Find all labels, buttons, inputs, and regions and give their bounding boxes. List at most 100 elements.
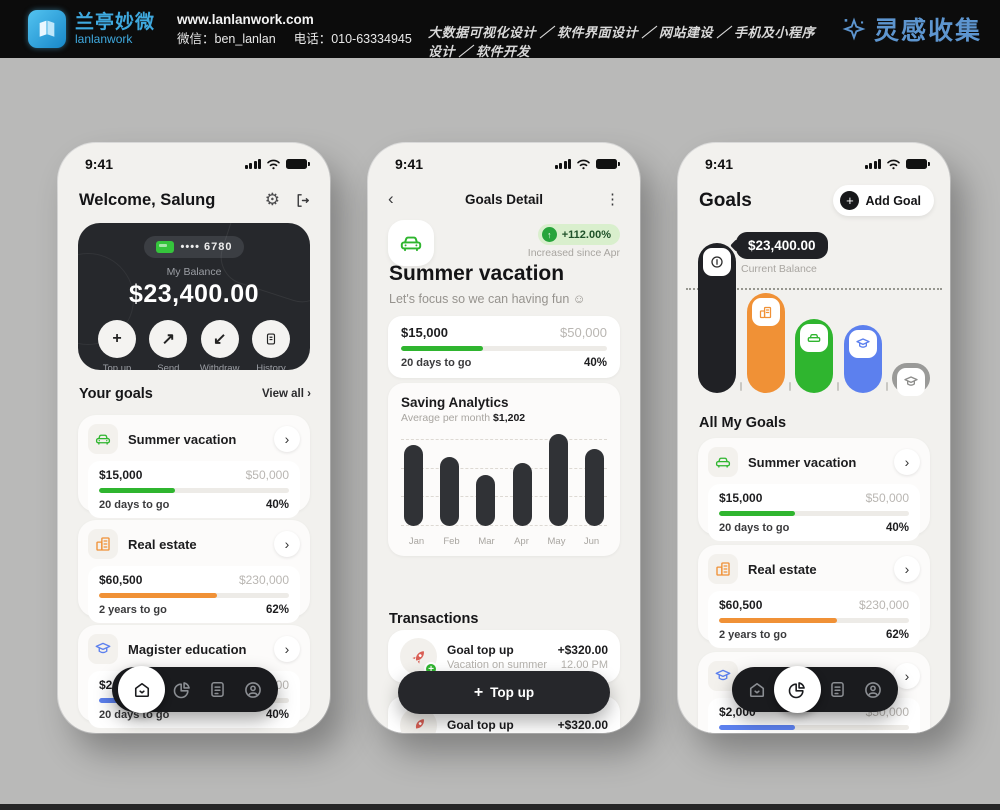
website-url[interactable]: www.lanlanwork.com [177,11,314,27]
progress-bar [719,618,909,623]
goal-card-real-estate[interactable]: Real estate › $60,500 $230,000 2 years to… [698,545,930,648]
transaction-title: Goal top up [447,642,514,657]
logout-icon[interactable] [294,192,311,209]
progress-bar [99,488,289,493]
goal-card-summer-vacation[interactable]: Summer vacation › $15,000 $50,000 20 days… [78,415,310,518]
receipt-icon [251,320,290,358]
car-icon [88,424,118,454]
goal-target-amount: $50,000 [560,325,607,340]
chevron-right-icon[interactable]: › [274,531,300,557]
top-up-button[interactable]: + Top up [398,671,610,714]
transaction-time: 12.00 PM [560,658,608,671]
bottom-nav [732,666,898,713]
goal-percent: 40% [265,709,289,721]
top-banner: 兰亭妙微 lanlanwork www.lanlanwork.com 微信：be… [0,0,1000,59]
bar-summer-vacation[interactable] [795,319,833,393]
chevron-right-icon[interactable]: › [894,556,920,582]
goal-name: Real estate [748,561,817,577]
chevron-right-icon[interactable]: › [274,636,300,662]
goal-saved-amount: $15,000 [401,325,448,340]
chevron-right-icon[interactable]: › [274,426,300,452]
progress-bar [719,725,909,730]
goal-progress-panel: $60,500 $230,000 2 years to go 62% [708,591,920,648]
bar-magister-education[interactable] [843,325,882,393]
plus-icon: + [98,320,136,358]
chevron-right-icon[interactable]: › [894,449,920,475]
status-bar: 9:41 [395,156,620,172]
building-icon [751,298,780,326]
signal-icon [864,159,881,169]
kebab-menu-icon[interactable]: ⋮ [605,191,620,208]
all-my-goals-heading: All My Goals [699,415,787,431]
card-number-pill: •••• 6780 [143,236,245,258]
goal-subtitle: Let's focus so we can having fun ☺ [389,292,586,306]
goal-placeholder-icon [897,368,925,396]
your-goals-heading: Your goals [79,386,153,402]
wechat-contact: 微信：ben_lanlan [177,31,276,46]
goal-percent: 62% [265,604,289,616]
top-up-button[interactable]: + Top up [95,320,139,370]
battery-icon [286,158,310,170]
page-title: Welcome, Salung [79,190,216,209]
goal-time-left: 2 years to go [99,604,167,616]
bar-new-goal[interactable] [892,363,930,396]
analytics-average-value: $1,202 [493,412,526,424]
view-all-link[interactable]: View all › [261,388,311,400]
nav-documents[interactable] [204,677,230,703]
bar-may [548,434,568,526]
graduation-cap-icon [848,330,877,358]
brand-title: 兰亭妙微 [75,11,156,33]
transaction-amount: +$320.00 [557,718,608,732]
bar-current-balance[interactable] [698,243,736,393]
rocket-icon: + [400,638,438,676]
transaction-title: Goal top up [447,718,514,732]
nav-analytics[interactable] [773,666,821,713]
progress-bar [401,346,607,351]
bar-apr [512,463,532,526]
car-icon [388,220,434,266]
goal-card-real-estate[interactable]: Real estate › $60,500 $230,000 2 years to… [78,520,310,623]
nav-documents[interactable] [824,677,850,703]
bar-real-estate[interactable] [746,293,785,393]
withdraw-button[interactable]: ↙ Withdraw [198,320,242,370]
goal-card-summer-vacation[interactable]: Summer vacation › $15,000 $50,000 20 days… [698,438,930,541]
brand-logo-icon [28,10,66,48]
goal-time-left: 20 days to go [99,709,170,721]
goal-time-left: 20 days to go [99,499,170,511]
back-icon[interactable]: ‹ [388,189,394,208]
add-goal-button[interactable]: + Add Goal [833,185,934,216]
history-button[interactable]: History [249,320,293,370]
signal-icon [554,159,571,169]
progress-bar [99,593,289,598]
arrow-up-right-icon: ↗ [149,320,188,358]
chevron-right-icon[interactable]: › [894,663,920,689]
bar-feb [440,457,460,526]
graduation-cap-icon [88,634,118,664]
nav-profile[interactable] [240,677,266,703]
settings-gear-icon[interactable]: ⚙ [264,190,280,209]
bottom-strip [0,804,1000,810]
wifi-icon [576,159,591,170]
goal-progress-panel: $60,500 $230,000 2 years to go 62% [88,566,300,623]
progress-bar [719,511,909,516]
nav-home[interactable] [118,666,165,713]
car-icon [708,447,738,477]
goal-name: Magister education [128,641,247,657]
analytics-average-label: Average per month [401,412,494,424]
growth-percent: +112.00% [561,228,611,241]
phone-goal-detail-screen: 9:41 ‹ Goals Detail ⋮ ↑ +112.00% Increas… [368,143,640,733]
brand-subtitle: lanlanwork [75,31,133,46]
nav-analytics[interactable] [169,677,195,703]
wifi-icon [266,159,281,170]
goal-percent: 40% [583,357,607,369]
clock: 9:41 [85,156,114,172]
target-dotted-line [686,288,942,290]
goal-title: Summer vacation [389,262,565,285]
send-button[interactable]: ↗ Send [146,320,190,370]
savings-bar-chart [401,434,607,527]
nav-profile[interactable] [860,677,886,703]
sparkle-icon [840,15,868,43]
plus-icon: + [473,683,484,701]
nav-home[interactable] [744,677,770,703]
